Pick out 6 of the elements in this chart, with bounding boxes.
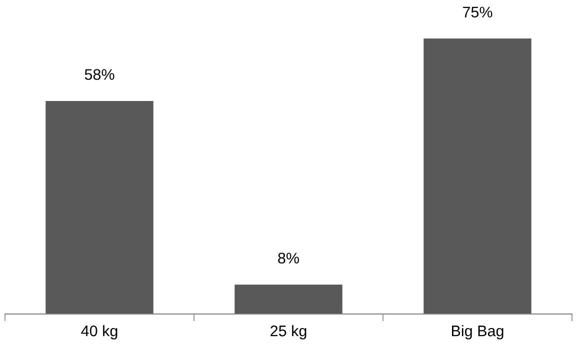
x-tick-label: 25 kg [270,325,306,340]
data-label: 58% [84,69,114,80]
x-tick-label: 40 kg [81,325,118,340]
data-label: 8% [278,252,299,264]
data-label: 75% [462,6,492,18]
x-tick-label: Big Bag [452,325,504,340]
